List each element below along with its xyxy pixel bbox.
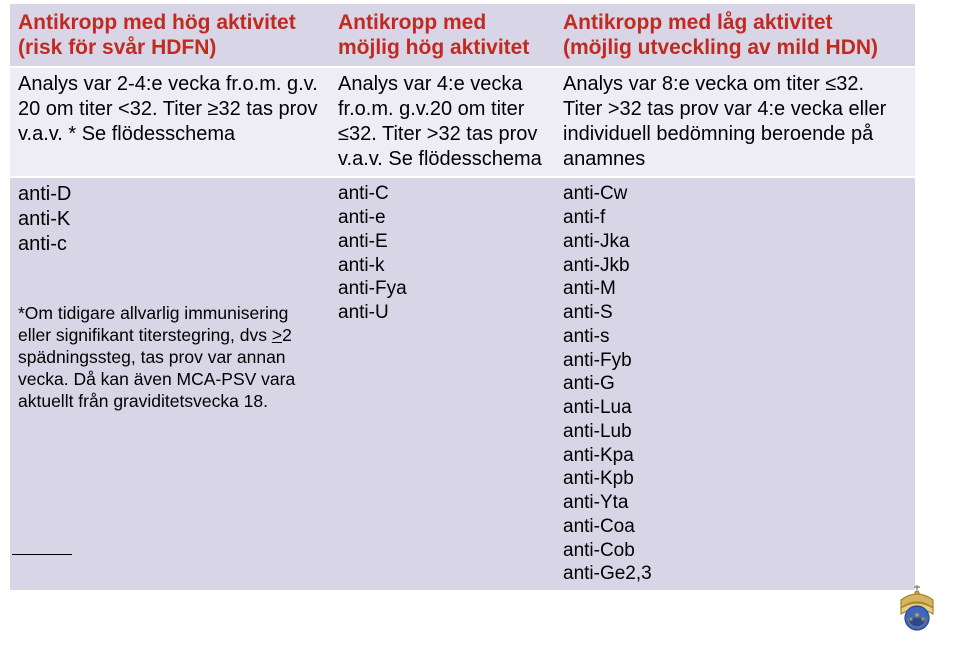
body-cell-low-activity: Analys var 8:e vecka om titer ≤32. Titer… xyxy=(555,68,915,176)
body-cell-possible-high: Analys var 4:e vecka fr.o.m. g.v.20 om t… xyxy=(330,68,555,176)
anti-list-possible: anti-C anti-e anti-E anti-k anti-Fya ant… xyxy=(338,182,547,325)
note-underline: > xyxy=(272,325,282,345)
foot-cell-low-activity: anti-Cw anti-f anti-Jka anti-Jkb anti-M … xyxy=(555,178,915,590)
table-header-row: Antikropp med hög aktivitet (risk för sv… xyxy=(10,4,915,66)
foot-cell-possible-high: anti-C anti-e anti-E anti-k anti-Fya ant… xyxy=(330,178,555,590)
foot-cell-high-activity: anti-D anti-K anti-c *Om tidigare allvar… xyxy=(10,178,330,590)
anti-list-high: anti-D anti-K anti-c xyxy=(18,182,322,257)
footnote-rule xyxy=(12,554,72,555)
header-cell-high-activity: Antikropp med hög aktivitet (risk för sv… xyxy=(10,4,330,66)
header-cell-possible-high: Antikropp med möjlig hög aktivitet xyxy=(330,4,555,66)
body-cell-high-activity: Analys var 2-4:e vecka fr.o.m. g.v. 20 o… xyxy=(10,68,330,176)
note-pre: *Om tidigare allvarlig immunisering elle… xyxy=(18,303,288,345)
header-cell-low-activity: Antikropp med låg aktivitet (möjlig utve… xyxy=(555,4,915,66)
table-foot-row: anti-D anti-K anti-c *Om tidigare allvar… xyxy=(10,178,915,590)
antibody-table: Antikropp med hög aktivitet (risk för sv… xyxy=(10,4,915,590)
table-body-row: Analys var 2-4:e vecka fr.o.m. g.v. 20 o… xyxy=(10,68,915,176)
anti-list-low: anti-Cw anti-f anti-Jka anti-Jkb anti-M … xyxy=(563,182,907,586)
slide: Antikropp med hög aktivitet (risk för sv… xyxy=(0,0,960,656)
logo-crown-icon xyxy=(894,582,940,632)
foot-note: *Om tidigare allvarlig immunisering elle… xyxy=(18,303,322,412)
